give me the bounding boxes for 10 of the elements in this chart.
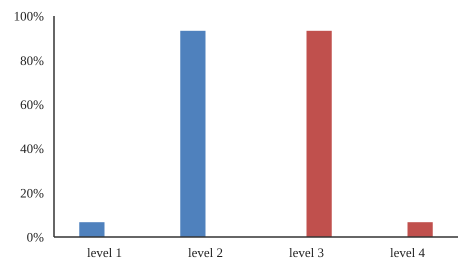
y-tick-label: 100% [14,8,44,24]
x-tick-label: level 1 [86,245,122,260]
y-tick-label: 0% [26,230,44,245]
y-tick-label: 80% [20,52,44,68]
y-tick-label: 60% [20,96,44,112]
x-tick-label: level 3 [288,245,324,260]
x-tick-label: level 4 [390,245,426,260]
y-tick-label: 40% [20,141,44,156]
x-tick-label: level 2 [188,245,224,260]
y-tick-label: 20% [20,185,44,200]
